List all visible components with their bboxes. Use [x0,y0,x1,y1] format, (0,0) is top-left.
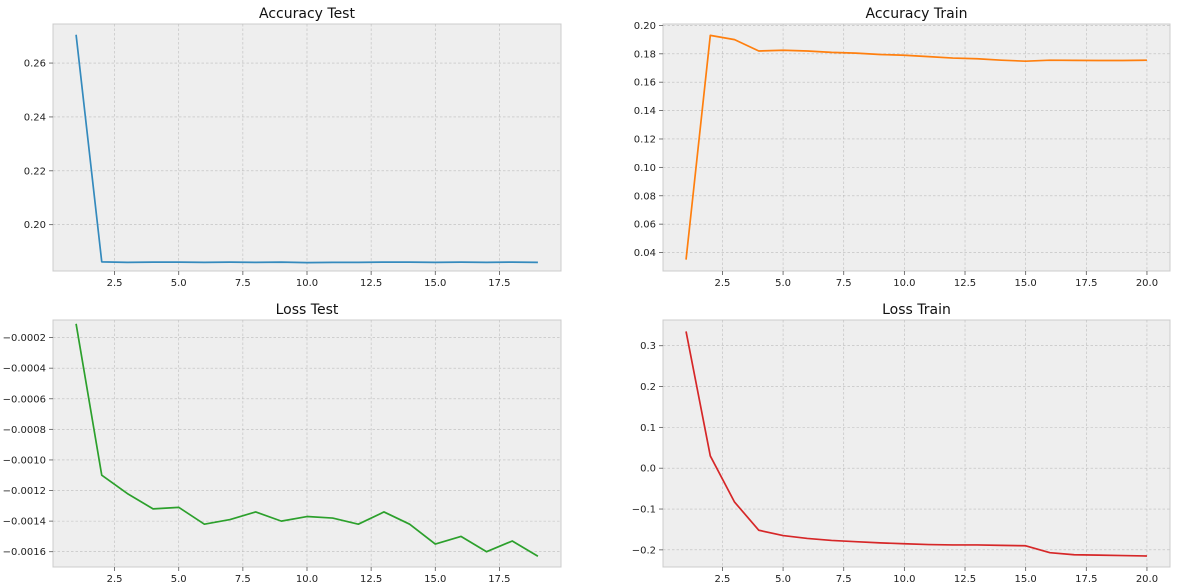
accuracy-train-y-tick-label: 0.08 [634,191,656,202]
loss-test-x-tick-label: 7.5 [235,574,251,585]
loss-train-plot-area [662,319,1171,568]
accuracy-test-y-tick-label: 0.26 [24,59,46,70]
accuracy-test-y-tick-label: 0.22 [24,166,46,177]
accuracy-train-y-tick-label: 0.10 [634,163,656,174]
accuracy-test-series-line [75,34,538,264]
loss-test-x-tick-label: 10.0 [296,574,318,585]
loss-train-x-tick-label: 7.5 [836,574,852,585]
accuracy-test-panel: 2.5 5.0 7.5 10.0 12.5 15.0 17.5 0.20 0.22 0.24 0.2… [24,6,562,289]
loss-train-title: Loss Train [882,302,951,318]
loss-test-x-tick-label: 2.5 [107,574,123,585]
loss-train-series-line [685,331,1147,557]
loss-test-y-tick-label: −0.0016 [3,547,46,558]
loss-test-y-tick-label: −0.0006 [3,394,46,405]
accuracy-train-y-tick-label: 0.20 [634,21,656,32]
loss-train-x-tick-label: 12.5 [954,574,976,585]
loss-train-panel: 2.5 5.0 7.5 10.0 12.5 15.0 17.5 20.0 −0.2 −0.1 0.0… [632,302,1171,585]
accuracy-test-x-tick-label: 15.0 [424,278,446,289]
loss-test-x-tick-label: 17.5 [488,574,510,585]
accuracy-test-x-tick-label: 7.5 [235,278,251,289]
loss-train-y-tick-label: 0.0 [640,464,656,475]
loss-test-series-line [75,323,539,558]
loss-test-title: Loss Test [276,302,339,318]
accuracy-train-x-tick-label: 17.5 [1075,278,1097,289]
loss-test-panel: 2.5 5.0 7.5 10.0 12.5 15.0 17.5 −0.0016 −0.0014 −… [3,302,562,585]
accuracy-test-x-tick-label: 2.5 [107,278,123,289]
accuracy-train-x-tick-label: 5.0 [775,278,791,289]
accuracy-train-panel: 2.5 5.0 7.5 10.0 12.5 15.0 17.5 20.0 0.04 0.06 0.0… [634,6,1171,289]
accuracy-train-y-tick-label: 0.12 [634,134,656,145]
accuracy-train-y-tick-label: 0.14 [634,106,656,117]
accuracy-train-x-tick-label: 10.0 [893,278,915,289]
accuracy-test-y-tick-label: 0.20 [24,220,46,231]
accuracy-train-series-line [685,34,1147,260]
loss-test-x-tick-label: 12.5 [360,574,382,585]
accuracy-test-x-tick-label: 17.5 [488,278,510,289]
accuracy-test-x-tick-label: 5.0 [171,278,187,289]
loss-train-y-tick-label: 0.1 [640,423,656,434]
accuracy-train-x-tick-label: 15.0 [1015,278,1037,289]
accuracy-train-y-tick-label: 0.04 [634,248,656,259]
loss-train-y-tick-label: 0.2 [640,382,656,393]
accuracy-train-y-tick-label: 0.18 [634,49,656,60]
loss-train-x-tick-label: 10.0 [893,574,915,585]
loss-test-y-tick-label: −0.0008 [3,425,46,436]
loss-train-x-tick-label: 20.0 [1136,574,1158,585]
accuracy-train-plot-area [662,23,1171,272]
accuracy-train-x-tick-label: 7.5 [836,278,852,289]
loss-test-y-tick-label: −0.0002 [3,333,46,344]
loss-test-x-tick-label: 15.0 [424,574,446,585]
loss-train-y-tick-label: −0.2 [632,545,656,556]
loss-train-x-tick-label: 2.5 [714,574,730,585]
loss-train-y-tick-label: 0.3 [640,341,656,352]
accuracy-test-title: Accuracy Test [259,6,355,22]
loss-train-x-tick-label: 15.0 [1015,574,1037,585]
loss-test-x-tick-label: 5.0 [171,574,187,585]
loss-train-y-tick-label: −0.1 [632,505,656,516]
accuracy-train-x-tick-label: 20.0 [1136,278,1158,289]
loss-train-x-tick-label: 5.0 [775,574,791,585]
accuracy-train-title: Accuracy Train [866,6,968,22]
loss-test-y-tick-label: −0.0004 [3,364,46,375]
accuracy-train-x-tick-label: 12.5 [954,278,976,289]
loss-test-y-tick-label: −0.0014 [3,517,46,528]
accuracy-test-x-tick-label: 10.0 [296,278,318,289]
accuracy-test-x-tick-label: 12.5 [360,278,382,289]
accuracy-train-y-tick-label: 0.16 [634,78,656,89]
loss-train-x-tick-label: 17.5 [1075,574,1097,585]
loss-test-y-tick-label: −0.0010 [3,455,46,466]
accuracy-train-y-tick-label: 0.06 [634,220,656,231]
accuracy-train-x-tick-label: 2.5 [714,278,730,289]
accuracy-test-y-tick-label: 0.24 [24,112,46,123]
loss-test-y-tick-label: −0.0012 [3,486,46,497]
